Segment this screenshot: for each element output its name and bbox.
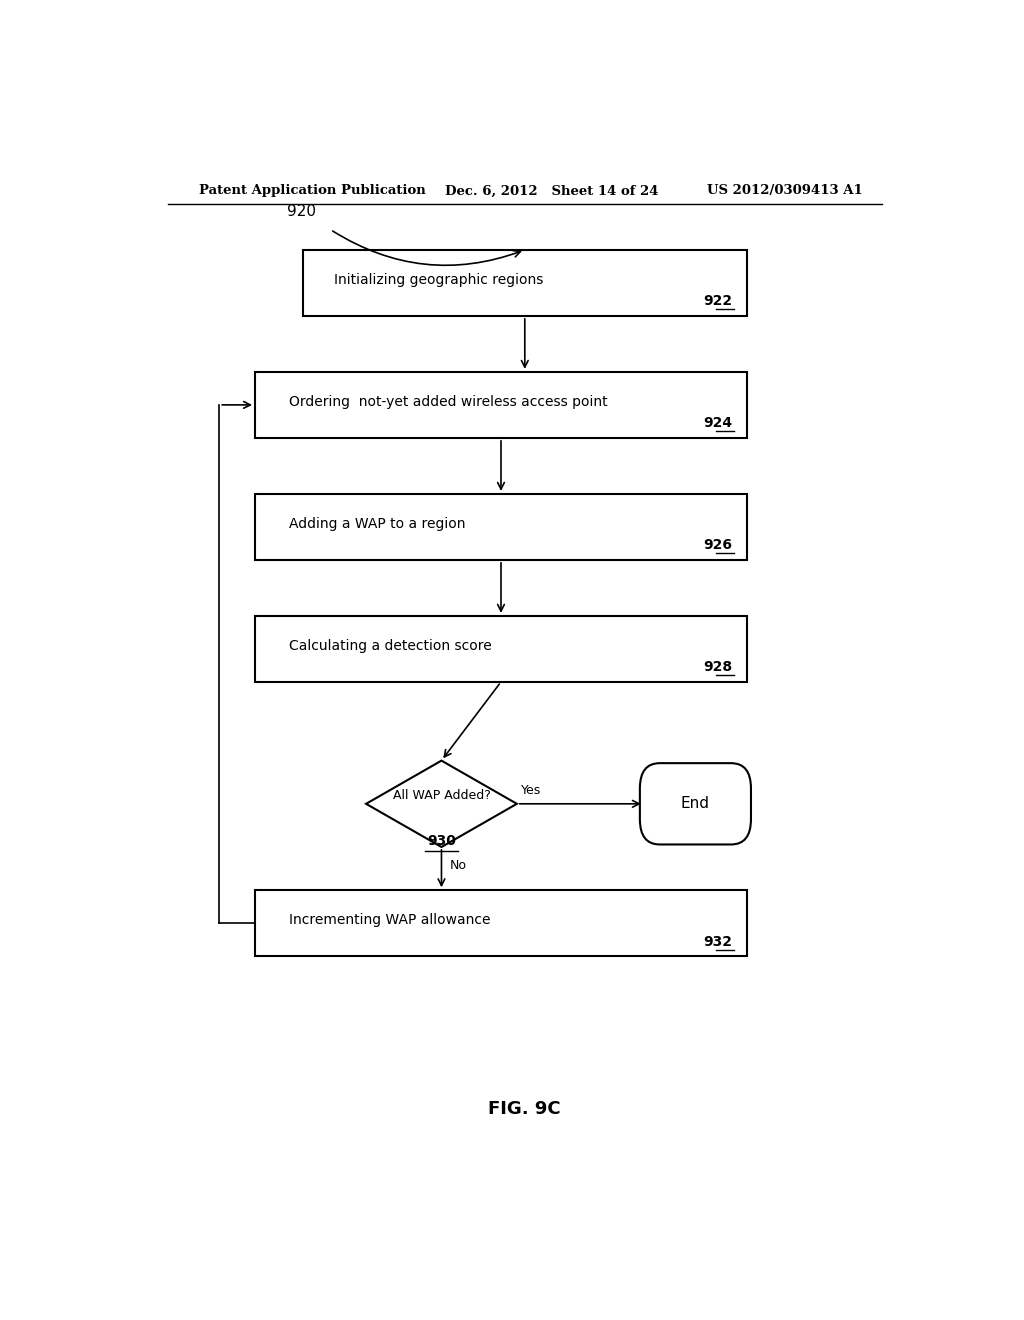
Text: 926: 926 <box>703 539 733 552</box>
Text: 922: 922 <box>703 294 733 309</box>
Text: Initializing geographic regions: Initializing geographic regions <box>334 273 543 286</box>
Bar <box>255 494 748 560</box>
Text: Patent Application Publication: Patent Application Publication <box>200 185 426 198</box>
Text: FIG. 9C: FIG. 9C <box>488 1100 561 1118</box>
Text: End: End <box>681 796 710 812</box>
Polygon shape <box>367 760 517 847</box>
Text: No: No <box>450 859 466 873</box>
Text: Ordering  not-yet added wireless access point: Ordering not-yet added wireless access p… <box>290 395 608 409</box>
Bar <box>303 249 748 315</box>
Text: Dec. 6, 2012   Sheet 14 of 24: Dec. 6, 2012 Sheet 14 of 24 <box>445 185 658 198</box>
Text: 920: 920 <box>287 205 315 219</box>
FancyBboxPatch shape <box>640 763 751 845</box>
Text: US 2012/0309413 A1: US 2012/0309413 A1 <box>708 185 863 198</box>
Text: Calculating a detection score: Calculating a detection score <box>290 639 493 652</box>
Text: Yes: Yes <box>521 784 541 797</box>
Bar <box>255 615 748 682</box>
Text: Incrementing WAP allowance: Incrementing WAP allowance <box>290 913 490 927</box>
Text: All WAP Added?: All WAP Added? <box>392 789 490 803</box>
Text: Adding a WAP to a region: Adding a WAP to a region <box>290 516 466 531</box>
Bar <box>255 372 748 438</box>
Text: 932: 932 <box>703 935 733 949</box>
Text: 928: 928 <box>703 660 733 675</box>
Text: 924: 924 <box>703 416 733 430</box>
Bar <box>255 890 748 956</box>
Text: 930: 930 <box>427 834 456 849</box>
